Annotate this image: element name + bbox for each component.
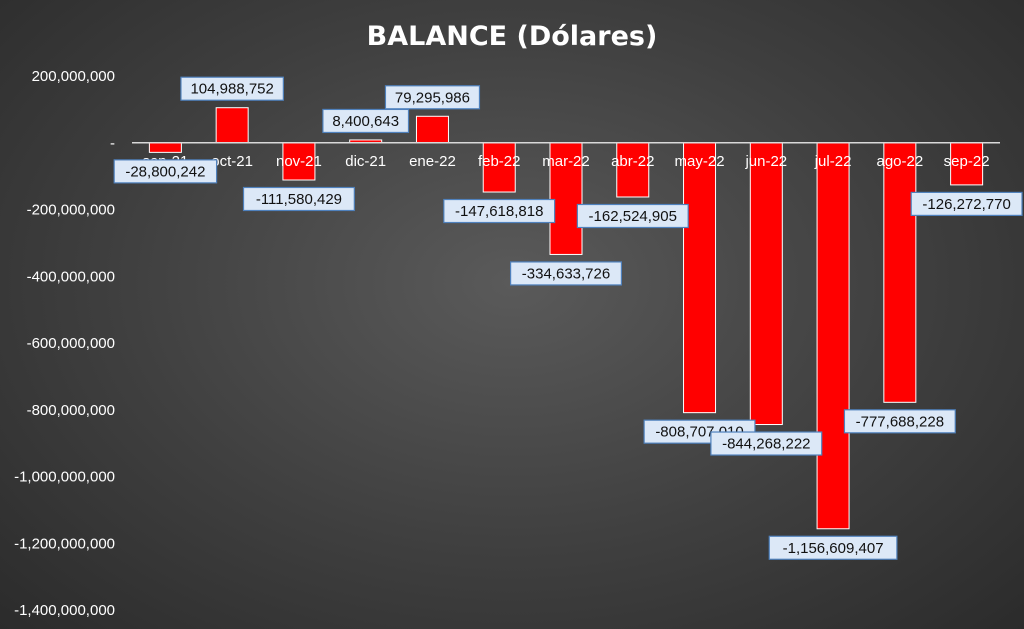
y-tick-label: -400,000,000 [27,268,115,285]
data-label-text: -111,580,429 [256,191,342,208]
data-label-text: -1,156,609,407 [783,540,884,557]
data-label: -111,580,429 [242,186,355,212]
data-label-box [910,191,1023,216]
data-label: -1,156,609,407 [768,535,898,560]
bar [482,142,516,193]
data-label-box [113,159,218,184]
x-tick-label: may-22 [675,153,725,170]
bar [549,142,583,255]
data-label-text: 79,295,986 [395,89,470,106]
bar [282,142,316,181]
data-label-box [180,76,284,101]
bar [415,115,449,144]
data-label-box [710,431,823,456]
bar [148,142,182,153]
y-tick-label: -1,400,000,000 [14,602,115,619]
y-tick-label: -1,000,000,000 [14,469,115,486]
x-tick-label: abr-22 [611,153,654,170]
x-tick-label: feb-22 [478,153,521,170]
bar [749,142,783,426]
bars [148,107,984,530]
data-label: -334,633,726 [510,261,623,286]
y-axis: 200,000,000 - -200,000,000 -400,000,000 -600… [14,68,115,619]
data-label: -777,688,228 [843,409,956,434]
y-tick-label: - [110,135,115,152]
y-tick-label: -200,000,000 [27,202,115,219]
data-label-box [843,409,956,434]
chart-title: BALANCE (Dólares) [367,21,658,52]
data-label-box [768,535,898,560]
data-label-text: -334,633,726 [522,265,610,282]
data-label-text: -777,688,228 [856,413,944,430]
bar [816,142,850,530]
data-label: 79,295,986 [384,85,481,110]
x-tick-label: dic-21 [345,153,386,170]
bar [883,142,917,403]
y-tick-label: -600,000,000 [27,335,115,352]
x-axis: sep-21oct-21nov-21dic-21ene-22feb-22mar-… [142,153,989,170]
data-label: -28,800,242 [113,159,218,184]
data-label-text: -844,268,222 [722,436,810,453]
data-label-box [510,261,623,286]
bar [683,142,717,414]
x-tick-label: mar-22 [542,153,590,170]
data-label: -162,524,905 [576,203,689,229]
bar [950,142,984,186]
data-label: -147,618,818 [443,198,556,224]
y-tick-label: 200,000,000 [32,68,115,85]
y-tick-label: -1,200,000,000 [14,535,115,552]
data-label: 8,400,643 [322,108,410,134]
data-label-text: -147,618,818 [455,203,543,220]
data-label-box [322,108,410,134]
x-tick-label: jul-22 [814,153,852,170]
y-tick-label: -800,000,000 [27,402,115,419]
x-tick-label: ago-22 [876,153,923,170]
bar [616,142,650,198]
x-tick-label: oct-21 [211,153,253,170]
data-label: 104,988,752 [180,76,284,101]
data-label-box [576,203,689,229]
data-label-box [384,85,481,110]
data-label-box [443,198,556,224]
x-tick-label: jun-22 [744,153,787,170]
data-label-text: -126,272,770 [922,196,1010,213]
data-label-text: -162,524,905 [589,208,677,225]
x-tick-label: sep-22 [944,153,990,170]
data-label-text: 104,988,752 [190,81,273,98]
x-tick-label: ene-22 [409,153,456,170]
data-labels: -28,800,242 104,988,752 -111,580,429 8,400,… [113,76,1023,560]
x-tick-label: nov-21 [276,153,322,170]
data-label-box [242,186,355,212]
bar [215,107,249,144]
data-label: -126,272,770 [910,191,1023,216]
data-label: -844,268,222 [710,431,823,456]
data-label-text: -28,800,242 [125,163,205,180]
data-label-text: 8,400,643 [332,113,399,130]
